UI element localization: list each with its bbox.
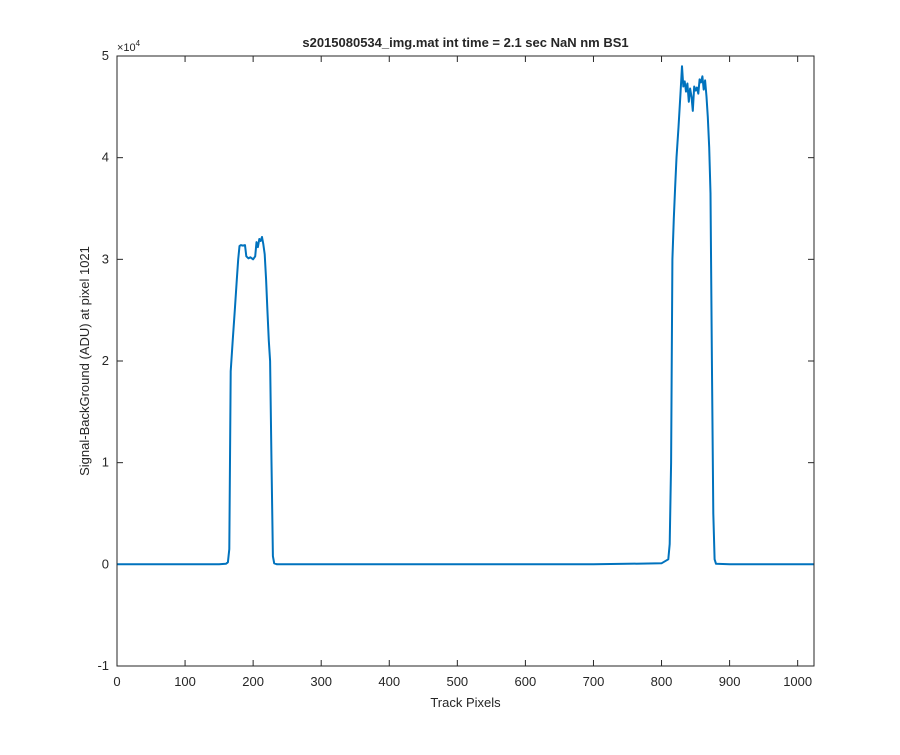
- x-tick-label: 1000: [783, 674, 812, 689]
- axes-box: [116, 55, 815, 667]
- series-layer: [117, 65, 814, 566]
- x-axis-ticks: 0 100 200 300 400 500 600 700 800 900 1000: [113, 56, 812, 689]
- y-tick-label: 1: [102, 455, 109, 470]
- x-tick-label: 500: [446, 674, 468, 689]
- x-tick-label: 200: [242, 674, 264, 689]
- y-axis-exponent-base: ×10: [117, 42, 136, 54]
- series-line-0: [117, 65, 814, 566]
- x-tick-label: 600: [515, 674, 537, 689]
- y-tick-label: 4: [102, 150, 109, 165]
- x-tick-label: 900: [719, 674, 741, 689]
- x-tick-label: 400: [378, 674, 400, 689]
- y-tick-label: 5: [102, 48, 109, 63]
- y-axis-exponent: ×104: [117, 39, 141, 54]
- y-axis-exponent-power: 4: [136, 39, 141, 48]
- x-tick-label: 800: [651, 674, 673, 689]
- x-axis-title: Track Pixels: [430, 695, 501, 710]
- x-tick-label: 0: [113, 674, 120, 689]
- y-tick-label: -1: [97, 658, 109, 673]
- x-tick-label: 300: [310, 674, 332, 689]
- x-tick-label: 700: [583, 674, 605, 689]
- x-tick-label: 100: [174, 674, 196, 689]
- y-axis-title: Signal-BackGround (ADU) at pixel 1021: [77, 246, 92, 476]
- chart-title: s2015080534_img.mat int time = 2.1 sec N…: [302, 35, 628, 50]
- y-tick-label: 0: [102, 556, 109, 571]
- y-tick-label: 3: [102, 251, 109, 266]
- y-tick-label: 2: [102, 353, 109, 368]
